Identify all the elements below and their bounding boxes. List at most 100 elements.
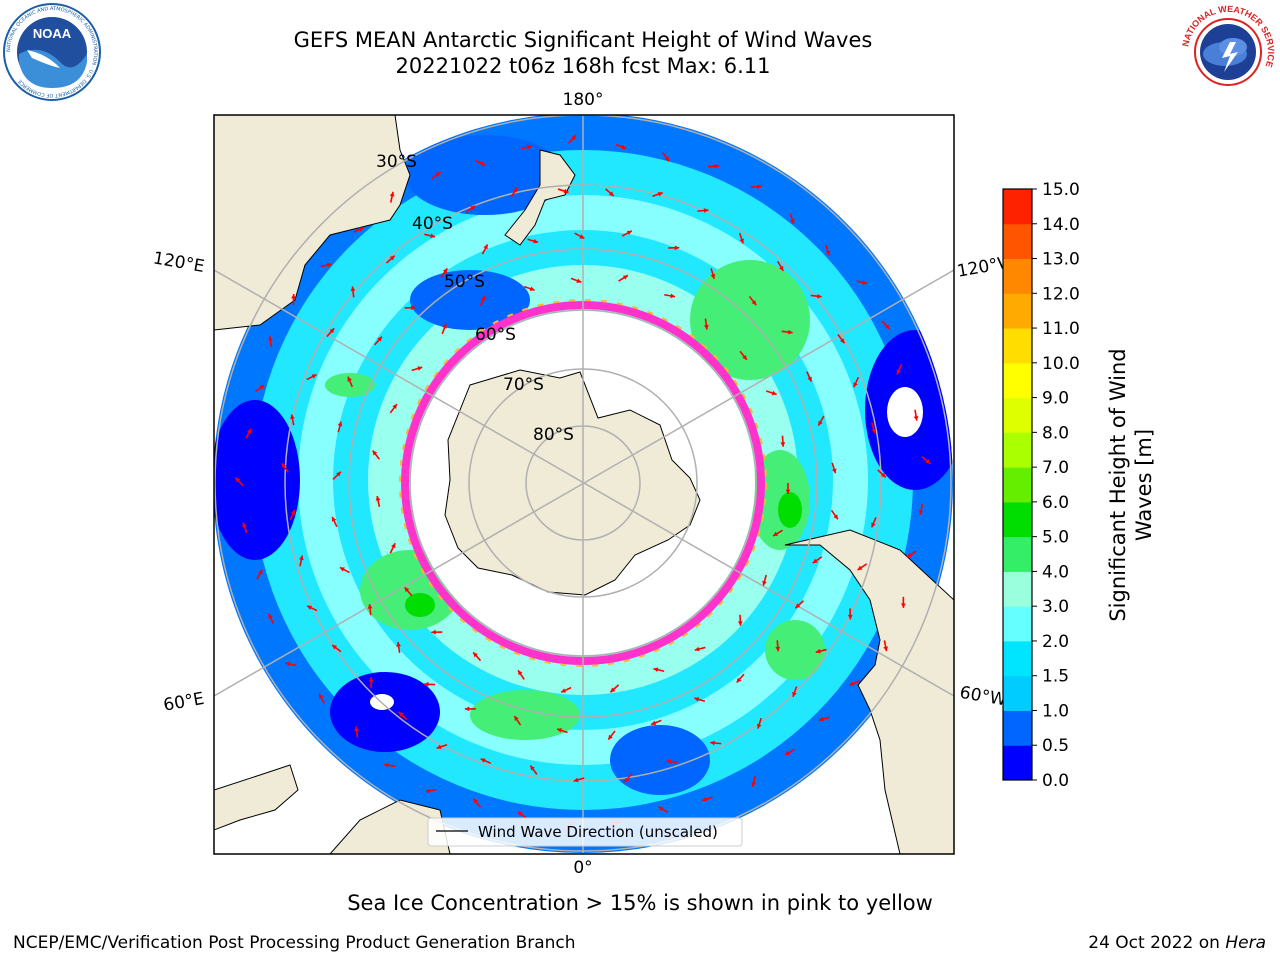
wave-arrow-head [839, 338, 845, 344]
colorbar-tick-label: 10.0 [1042, 354, 1080, 374]
wave-arrow-head [658, 806, 664, 812]
wave-arrow-head [795, 603, 801, 609]
wave-arrow-head [563, 188, 569, 194]
colorbar-tick-label: 13.0 [1042, 250, 1080, 270]
wave-arrow-head [442, 323, 447, 329]
wave-arrow-head [817, 293, 822, 299]
wave-arrow-head [464, 706, 470, 712]
wave-arrow-head [337, 421, 343, 427]
wave-arrow-head [332, 644, 338, 650]
colorbar-tick-label: 8.0 [1042, 423, 1069, 443]
colorbar-tick-label: 7.0 [1042, 458, 1069, 478]
wave-arrow-head [762, 580, 767, 586]
colorbar-swatch [1003, 467, 1032, 503]
colorbar-tick-label: 12.0 [1042, 284, 1080, 304]
wave-arrow-head [624, 777, 630, 783]
wave-arrow-head [883, 646, 889, 652]
colorbar: 0.0 0.5 1.0 1.5 2.0 3.0 4.0 5.0 6.0 7.0 8.0 9.0 10.0… [1002, 180, 1080, 791]
wave-arrow-head [576, 278, 582, 283]
wave-arrow-head [896, 369, 902, 375]
lon-label-120e: 120°E [152, 248, 206, 277]
wave-arrow-head [773, 531, 779, 536]
wave-arrow-head [742, 354, 747, 360]
wave-arrow-head [818, 716, 824, 722]
wave-arrow-head [785, 750, 791, 756]
machine-name: Hera [1225, 933, 1266, 953]
wave-arrow-head [424, 681, 429, 687]
map-frame [213, 114, 955, 855]
wave-arrow-head [431, 629, 436, 635]
wave-arrow-head [480, 758, 486, 763]
wave-arrow-head [442, 268, 448, 274]
wave-arrow-head [372, 450, 378, 456]
colorbar-tick-label: 1.0 [1042, 701, 1069, 721]
graticule [214, 115, 954, 854]
wave-arrow-head [666, 759, 672, 764]
wave-arrow-head [703, 324, 709, 330]
wave-arrow-head [430, 233, 436, 239]
wave-arrow-head [573, 777, 579, 783]
wave-arrow-head [268, 336, 273, 341]
wave-arrow-head [815, 648, 821, 654]
wave-arrow-head [907, 552, 913, 558]
wave-arrow-head [350, 286, 356, 292]
wave-arrow-head [411, 305, 416, 311]
colorbar-tick-label: 9.0 [1042, 389, 1069, 409]
wave-arrow-head [670, 293, 676, 299]
wave-arrow-head [653, 667, 659, 673]
wave-arrow-head [737, 621, 743, 626]
wave-arrow-head [436, 744, 442, 750]
lat-label-50s: 50°S [444, 272, 485, 292]
noaa-logo: NOAA NATIONAL OCEANIC AND ATMOSPHERIC AD… [2, 2, 102, 102]
colorbar-swatch [1003, 536, 1032, 572]
colorbar-swatch [1003, 362, 1032, 399]
wave-arrow-head [404, 587, 410, 593]
lat-label-40s: 40°S [412, 214, 453, 234]
wave-arrow-head [833, 514, 838, 520]
wave-arrow-head [847, 614, 853, 620]
wave-arrow-head [871, 428, 876, 434]
colorbar-swatch [1003, 710, 1032, 746]
legend-label: Wind Wave Direction (unscaled) [478, 823, 718, 841]
antarctica-land [444, 369, 701, 596]
wave-arrow-head [771, 390, 777, 396]
lon-label-60e: 60°E [162, 689, 206, 716]
wave-arrow-head [751, 300, 757, 306]
wave-arrow-head [311, 374, 317, 379]
wave-arrow-head [710, 740, 715, 746]
colorbar-swatch [1003, 606, 1032, 642]
wave-arrow-head [290, 509, 296, 515]
lon-label-60w: 60°W [958, 683, 1008, 711]
wave-arrow-head [657, 191, 663, 197]
wave-arrow-head [918, 510, 924, 515]
wave-arrow-head [518, 670, 523, 676]
wave-arrow-head [818, 420, 823, 426]
colorbar-tick-label: 1.5 [1042, 667, 1069, 687]
wave-arrow-head [336, 471, 341, 477]
wave-arrow-head [290, 414, 295, 420]
wave-arrow-head [608, 734, 613, 740]
colorbar-tick-label: 5.0 [1042, 528, 1069, 548]
wave-arrow-head [299, 555, 304, 561]
wave-arrow-head [857, 565, 863, 571]
colorbar-tick-label: 0.0 [1042, 771, 1069, 791]
colorbar-tick-label: 15.0 [1042, 180, 1080, 200]
date-text: 24 Oct 2022 on [1088, 933, 1226, 953]
wave-arrow-head [853, 382, 858, 388]
colorbar-swatch [1003, 501, 1032, 538]
chart-subtitle: 20221022 t06z 168h fcst Max: 6.11 [395, 54, 771, 78]
wave-arrow-head [790, 219, 795, 224]
wave-arrow-head [481, 295, 486, 301]
wave-arrow-head [435, 172, 441, 177]
wave-arrow-head [517, 811, 523, 817]
wave-arrow-head [392, 404, 397, 409]
sea-ice-caption: Sea Ice Concentration > 15% is shown in … [347, 891, 933, 915]
wave-arrow-head [319, 693, 324, 699]
wave-arrow-head [702, 796, 708, 802]
wave-arrow-head [307, 605, 313, 610]
direction-legend: Wind Wave Direction (unscaled) [427, 817, 743, 847]
wave-arrow-head [710, 273, 716, 279]
wave-arrow-head [736, 677, 742, 683]
wave-arrow-head [396, 642, 402, 647]
wave-arrow-head [925, 459, 931, 464]
